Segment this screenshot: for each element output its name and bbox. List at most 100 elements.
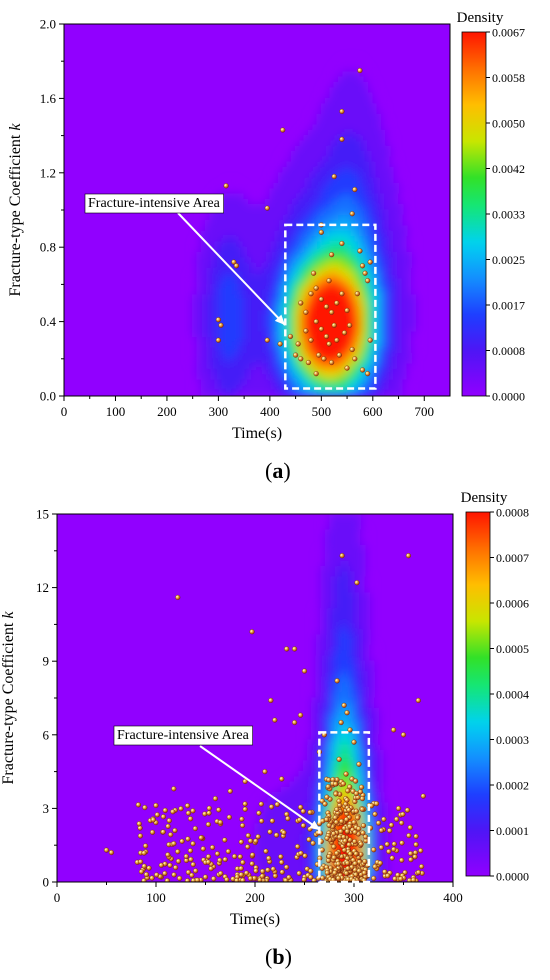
density-cell: [377, 755, 384, 762]
density-cell: [299, 305, 305, 312]
density-cell: [355, 692, 362, 699]
density-cells: [192, 60, 417, 396]
density-cell: [311, 750, 318, 757]
density-cell: [272, 834, 278, 841]
density-cell: [312, 315, 318, 323]
density-cell: [277, 214, 284, 222]
density-cell: [276, 849, 282, 857]
density-cell: [355, 368, 361, 376]
density-cell: [320, 252, 327, 259]
density-cell: [402, 358, 408, 365]
density-cell: [333, 161, 339, 168]
density-cell: [247, 278, 254, 285]
density-cell: [360, 697, 366, 704]
density-cell: [272, 823, 278, 830]
density-cell: [333, 87, 339, 94]
density-cell: [277, 358, 284, 365]
density-cell: [213, 236, 219, 243]
density-cell: [196, 305, 202, 312]
data-point: [202, 874, 209, 880]
density-cell: [290, 267, 297, 275]
density-cell: [389, 326, 395, 333]
density-cell: [247, 384, 254, 392]
density-cell: [376, 193, 382, 200]
density-cell: [359, 209, 365, 216]
density-cell: [346, 576, 353, 583]
density-cell: [299, 209, 305, 216]
density-cell: [280, 865, 287, 872]
data-point: [217, 819, 223, 825]
density-cell: [312, 161, 318, 168]
density-cell: [213, 384, 219, 392]
density-cell: [402, 310, 408, 317]
density-cell: [311, 708, 318, 715]
density-cell: [265, 241, 271, 248]
density-cell: [351, 765, 357, 773]
density-cell: [355, 718, 362, 725]
density-cell: [316, 252, 322, 259]
density-cell: [209, 374, 215, 381]
density-cell: [265, 294, 271, 301]
density-cell: [389, 161, 395, 168]
density-cell: [393, 326, 400, 333]
density-cell: [337, 262, 344, 269]
density-cell: [360, 571, 366, 578]
density-cell: [269, 283, 275, 291]
density-cell: [393, 374, 400, 381]
data-point: [377, 860, 383, 866]
density-cell: [355, 613, 362, 620]
density-cell: [273, 209, 279, 216]
density-cell: [364, 828, 370, 836]
density-cell: [256, 315, 262, 323]
panel-label-b: (b): [265, 944, 292, 969]
density-cell: [320, 792, 326, 799]
density-cell: [200, 315, 207, 323]
density-cell: [269, 214, 275, 222]
density-cell: [333, 760, 340, 767]
density-cell: [196, 384, 202, 392]
density-cell: [303, 151, 309, 158]
density-cell: [355, 252, 361, 259]
density-cell: [364, 849, 370, 857]
density-cell: [226, 267, 232, 275]
density-cell: [372, 156, 378, 163]
density-cell: [368, 390, 374, 396]
density-cell: [325, 241, 331, 248]
density-cell: [316, 108, 322, 115]
density-cell: [355, 151, 361, 158]
data-point: [301, 877, 307, 882]
density-cell: [325, 289, 331, 296]
density-cell: [333, 331, 339, 339]
density-cell: [252, 315, 258, 323]
density-cell: [247, 390, 254, 396]
density-cell: [298, 865, 304, 872]
density-cell: [316, 358, 322, 365]
density-cell: [389, 315, 395, 323]
density-cell: [243, 326, 249, 333]
density-cell: [342, 655, 348, 662]
density-cell: [282, 166, 288, 174]
data-point: [400, 732, 407, 738]
data-point: [260, 868, 266, 874]
data-point: [313, 319, 319, 325]
density-cell: [252, 230, 258, 238]
density-cell: [333, 650, 340, 657]
density-cell: [256, 374, 262, 381]
density-cell: [250, 828, 256, 836]
density-cell: [329, 204, 335, 211]
density-cell: [398, 246, 404, 254]
density-cell: [324, 686, 331, 694]
density-cell: [346, 545, 353, 552]
density-cell: [385, 140, 391, 147]
density-cell: [320, 744, 326, 752]
data-point: [338, 828, 344, 835]
density-cell: [346, 390, 352, 396]
density-cell: [364, 713, 370, 720]
density-cell: [342, 592, 348, 599]
density-cell: [385, 342, 391, 349]
density-cell: [307, 166, 314, 174]
density-cell: [256, 283, 262, 291]
density-cell: [213, 214, 219, 222]
data-point: [391, 846, 397, 852]
density-cell: [295, 267, 301, 275]
